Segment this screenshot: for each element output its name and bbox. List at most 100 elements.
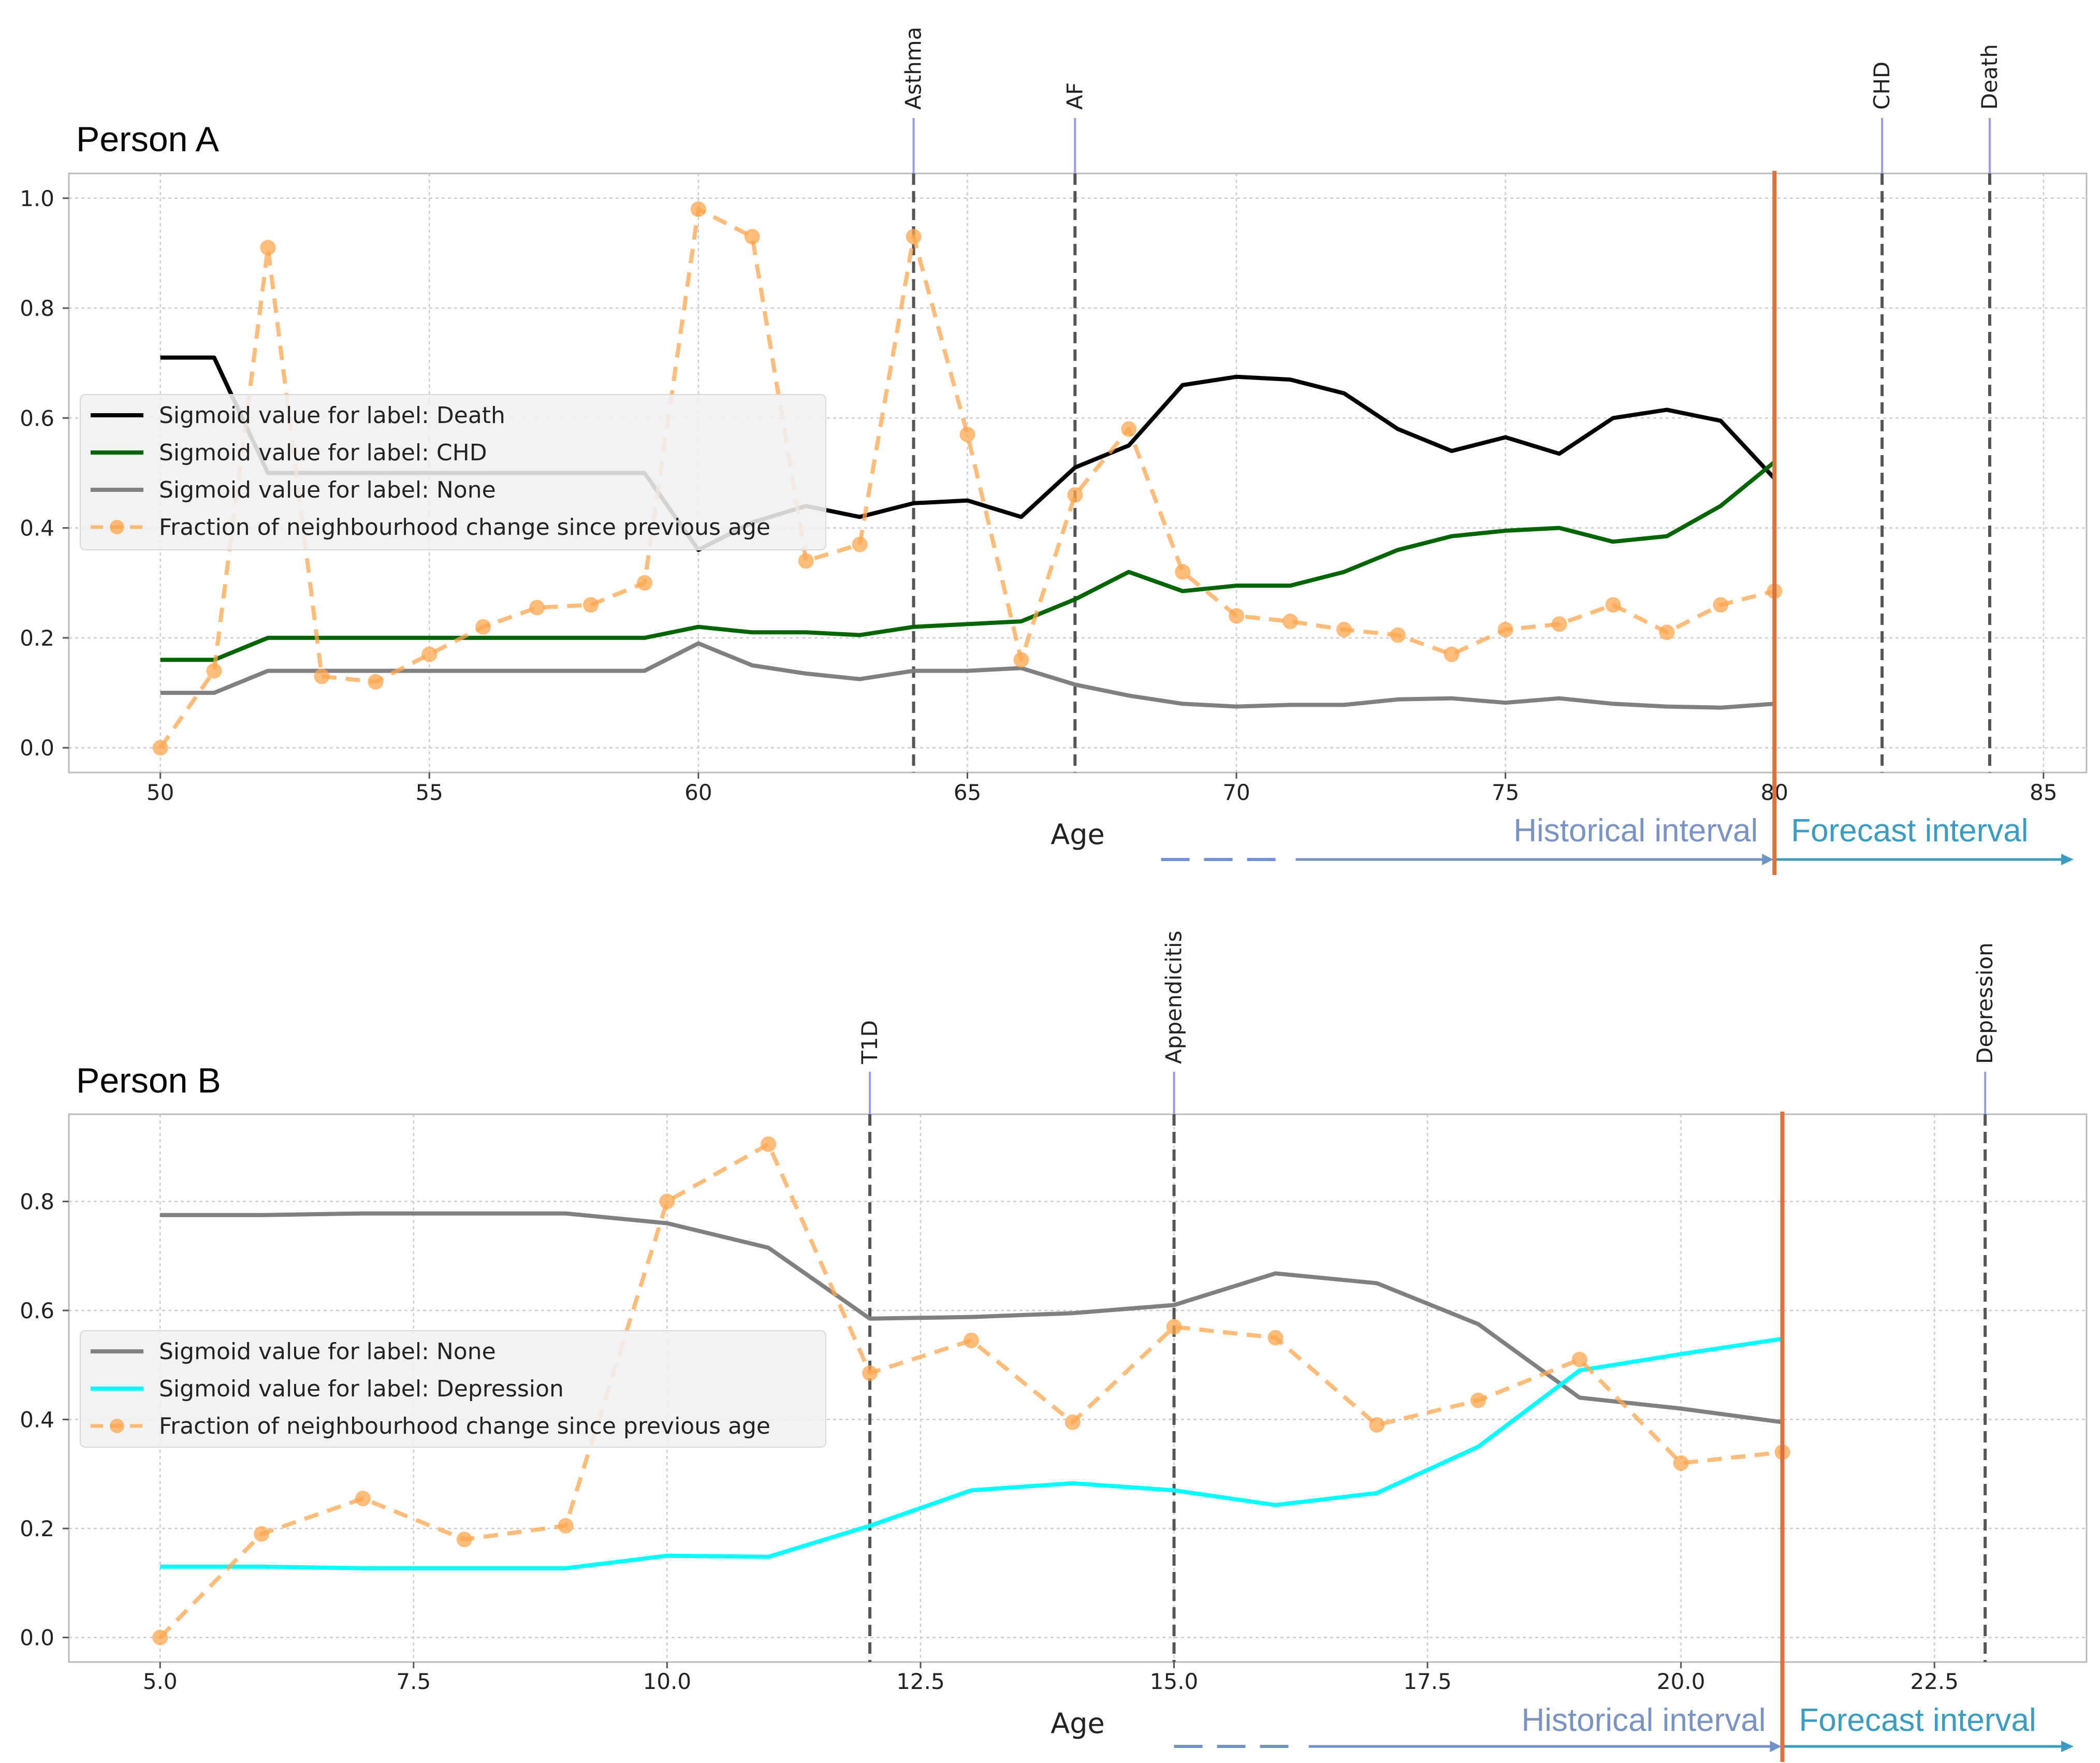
chart2-data-point (1064, 1414, 1081, 1430)
chart2-series-line (160, 1336, 1783, 1570)
chart1-ytick-label: 0.2 (20, 625, 54, 651)
chart2-title: Person B (76, 1061, 221, 1100)
chart2-data-point (659, 1193, 675, 1210)
chart2-data-point (456, 1532, 472, 1548)
chart1-historical-arrowhead (1762, 854, 1774, 865)
chart1-data-point (1497, 622, 1513, 638)
chart1-event-label-chd: CHD (1869, 62, 1894, 110)
chart1-ytick-label: 0.4 (20, 516, 54, 541)
chart2-legend-label: Sigmoid value for label: Depression (159, 1376, 564, 1402)
chart2-series-sigmoid-value-for-label-none (160, 1211, 1783, 1424)
chart2-data-point (1470, 1392, 1486, 1408)
chart1-xtick-label: 50 (147, 780, 174, 805)
chart2-forecast-arrowhead (2061, 1741, 2074, 1752)
chart2-ytick-label: 0.6 (20, 1298, 54, 1323)
chart2-legend-box (80, 1330, 826, 1448)
chart1-data-point (475, 619, 491, 635)
chart2-xtick-label: 10.0 (643, 1669, 692, 1694)
chart2-series-fraction-of-neighbourhood-change-since-previous-age (152, 1136, 1790, 1645)
chart2-xtick-label: 20.0 (1657, 1669, 1705, 1694)
chart1-data-point (1659, 624, 1675, 640)
chart2-legend-label: Sigmoid value for label: None (159, 1338, 496, 1365)
chart1-data-point (744, 229, 760, 245)
chart1-ytick-label: 0.6 (20, 405, 54, 431)
chart1-legend-label: Sigmoid value for label: None (159, 477, 496, 503)
chart1-data-point (529, 600, 545, 616)
chart1-data-point (1175, 564, 1191, 580)
chart2-ytick-label: 0.4 (20, 1407, 54, 1433)
chart1-series-sigmoid-value-for-label-none (160, 641, 1775, 710)
chart1-data-point (1229, 608, 1245, 624)
chart1-data-point (906, 229, 922, 245)
chart1-historical-interval-label: Historical interval (1513, 813, 1758, 849)
chart2-ytick-label: 0.2 (20, 1516, 54, 1541)
chart1-series-line (160, 460, 1776, 662)
chart1-xtick-label: 65 (954, 780, 981, 805)
chart2-xtick-label: 7.5 (396, 1669, 431, 1694)
chart1-event-label-death: Death (1977, 44, 2002, 110)
panel-person-a: 50556065707580850.00.20.40.60.81.0Person… (20, 27, 2088, 875)
chart1-series-sigmoid-value-for-label-chd (160, 460, 1776, 662)
chart1-xlabel: Age (1051, 818, 1104, 851)
chart1-ytick-label: 0.0 (20, 735, 54, 761)
chart1-data-point (1390, 627, 1406, 643)
chart2-ytick-label: 0.8 (20, 1189, 54, 1214)
chart2-xtick-label: 17.5 (1403, 1669, 1452, 1694)
chart1-data-point (636, 575, 652, 591)
chart1-event-label-af: AF (1062, 82, 1087, 110)
chart2-xtick-label: 22.5 (1910, 1669, 1959, 1694)
chart1-data-point (1121, 421, 1137, 437)
chart1-axes-frame (68, 172, 2088, 774)
chart1-legend-label: Sigmoid value for label: CHD (159, 440, 487, 466)
chart2-xtick-label: 15.0 (1150, 1669, 1199, 1694)
chart1-data-point (260, 240, 276, 256)
chart1-event-label-asthma: Asthma (901, 27, 926, 110)
chart2-event-label-appendicitis: Appendicitis (1161, 930, 1187, 1064)
chart1-data-point (1336, 622, 1352, 638)
chart2-data-point (1673, 1455, 1689, 1471)
chart1-series-fraction-of-neighbourhood-change-since-previous-age (152, 201, 1783, 756)
chart2-data-point (963, 1332, 979, 1348)
chart1-data-point (314, 668, 330, 684)
chart1-data-point (152, 740, 168, 756)
chart1-title: Person A (76, 120, 220, 159)
chart1-legend-label: Fraction of neighbourhood change since p… (159, 514, 770, 541)
chart1-xtick-label: 60 (684, 780, 712, 805)
chart2-xtick-label: 5.0 (143, 1669, 178, 1694)
chart1-xtick-label: 55 (416, 780, 443, 805)
chart1-data-point (798, 553, 814, 569)
chart2-forecast-interval-label: Forecast interval (1799, 1702, 2036, 1738)
chart1-data-point (690, 201, 706, 217)
chart2-data-point (254, 1526, 270, 1542)
chart1-legend-box (80, 394, 826, 550)
chart1-forecast-arrowhead (2061, 854, 2074, 865)
chart2-axes-frame (68, 1113, 2088, 1663)
chart2-data-point (355, 1491, 371, 1507)
chart1-ytick-label: 0.8 (20, 296, 54, 321)
chart1-xtick-label: 70 (1222, 780, 1250, 805)
chart2-ytick-label: 0.0 (20, 1625, 54, 1651)
chart1-data-point (1605, 597, 1621, 613)
chart1-series-line (160, 641, 1775, 710)
chart2-series-sigmoid-value-for-label-depression (160, 1336, 1783, 1570)
chart1-ytick-label: 1.0 (20, 186, 54, 211)
chart2-data-point (558, 1518, 574, 1534)
chart2-xtick-label: 12.5 (896, 1669, 945, 1694)
chart2-xlabel: Age (1051, 1707, 1104, 1740)
chart2-data-point (1571, 1351, 1587, 1367)
chart1-data-point (368, 674, 384, 690)
chart2-series-line (160, 1211, 1783, 1424)
chart2-legend-marker (110, 1419, 124, 1433)
chart1-data-point (852, 536, 868, 552)
panel-person-b: 5.0 7.5 10.0 12.5 15.0 17.5 20.0 22.5 0.0 0.2 0.4 0… (20, 930, 2088, 1762)
chart1-data-point (1067, 487, 1083, 503)
chart2-data-point (761, 1136, 777, 1152)
chart2-data-point (1369, 1417, 1385, 1433)
chart1-xtick-label: 85 (2030, 780, 2057, 805)
chart2-event-label-t1d: T1D (857, 1020, 882, 1065)
chart2-data-point (1267, 1330, 1284, 1346)
chart1-forecast-interval-label: Forecast interval (1791, 813, 2028, 849)
chart1-legend: Sigmoid value for label: Death Sigmoid va… (80, 394, 826, 550)
chart1-legend-label: Sigmoid value for label: Death (159, 402, 505, 429)
chart1-data-point (959, 427, 975, 443)
